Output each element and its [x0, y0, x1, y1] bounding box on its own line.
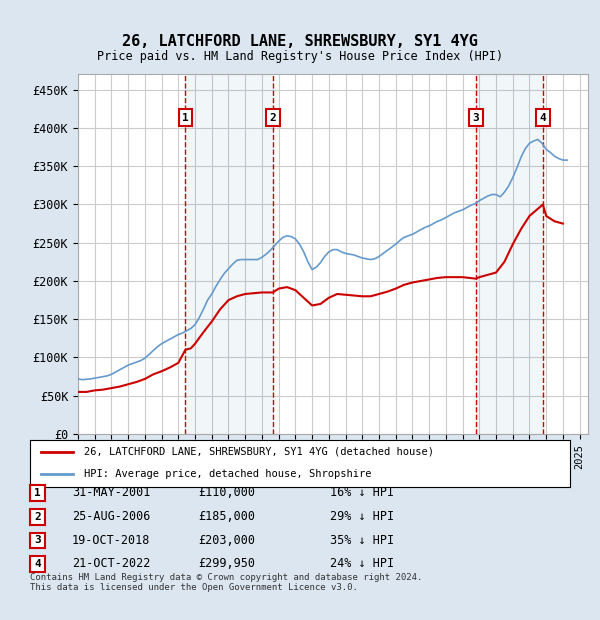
Text: £110,000: £110,000: [198, 487, 255, 499]
Text: 16% ↓ HPI: 16% ↓ HPI: [330, 487, 394, 499]
Text: 1: 1: [34, 488, 41, 498]
Text: 25-AUG-2006: 25-AUG-2006: [72, 510, 151, 523]
Text: Price paid vs. HM Land Registry's House Price Index (HPI): Price paid vs. HM Land Registry's House …: [97, 50, 503, 63]
Text: 4: 4: [34, 559, 41, 569]
Bar: [476, 74, 543, 434]
Text: 26, LATCHFORD LANE, SHREWSBURY, SY1 4YG (detached house): 26, LATCHFORD LANE, SHREWSBURY, SY1 4YG …: [84, 447, 434, 457]
Text: 21-OCT-2022: 21-OCT-2022: [72, 557, 151, 570]
Text: £203,000: £203,000: [198, 534, 255, 546]
Text: 4: 4: [539, 113, 546, 123]
Text: 24% ↓ HPI: 24% ↓ HPI: [330, 557, 394, 570]
Text: Contains HM Land Registry data © Crown copyright and database right 2024.
This d: Contains HM Land Registry data © Crown c…: [30, 573, 422, 592]
Text: 1: 1: [182, 113, 189, 123]
Text: 3: 3: [34, 535, 41, 546]
Text: 2: 2: [34, 512, 41, 522]
Text: 2: 2: [269, 113, 276, 123]
Text: 29% ↓ HPI: 29% ↓ HPI: [330, 510, 394, 523]
Text: 31-MAY-2001: 31-MAY-2001: [72, 487, 151, 499]
Text: 3: 3: [473, 113, 479, 123]
Text: £299,950: £299,950: [198, 557, 255, 570]
Text: £185,000: £185,000: [198, 510, 255, 523]
Text: 26, LATCHFORD LANE, SHREWSBURY, SY1 4YG: 26, LATCHFORD LANE, SHREWSBURY, SY1 4YG: [122, 34, 478, 49]
Text: 19-OCT-2018: 19-OCT-2018: [72, 534, 151, 546]
Bar: [185, 74, 273, 434]
Text: 35% ↓ HPI: 35% ↓ HPI: [330, 534, 394, 546]
Text: HPI: Average price, detached house, Shropshire: HPI: Average price, detached house, Shro…: [84, 469, 371, 479]
